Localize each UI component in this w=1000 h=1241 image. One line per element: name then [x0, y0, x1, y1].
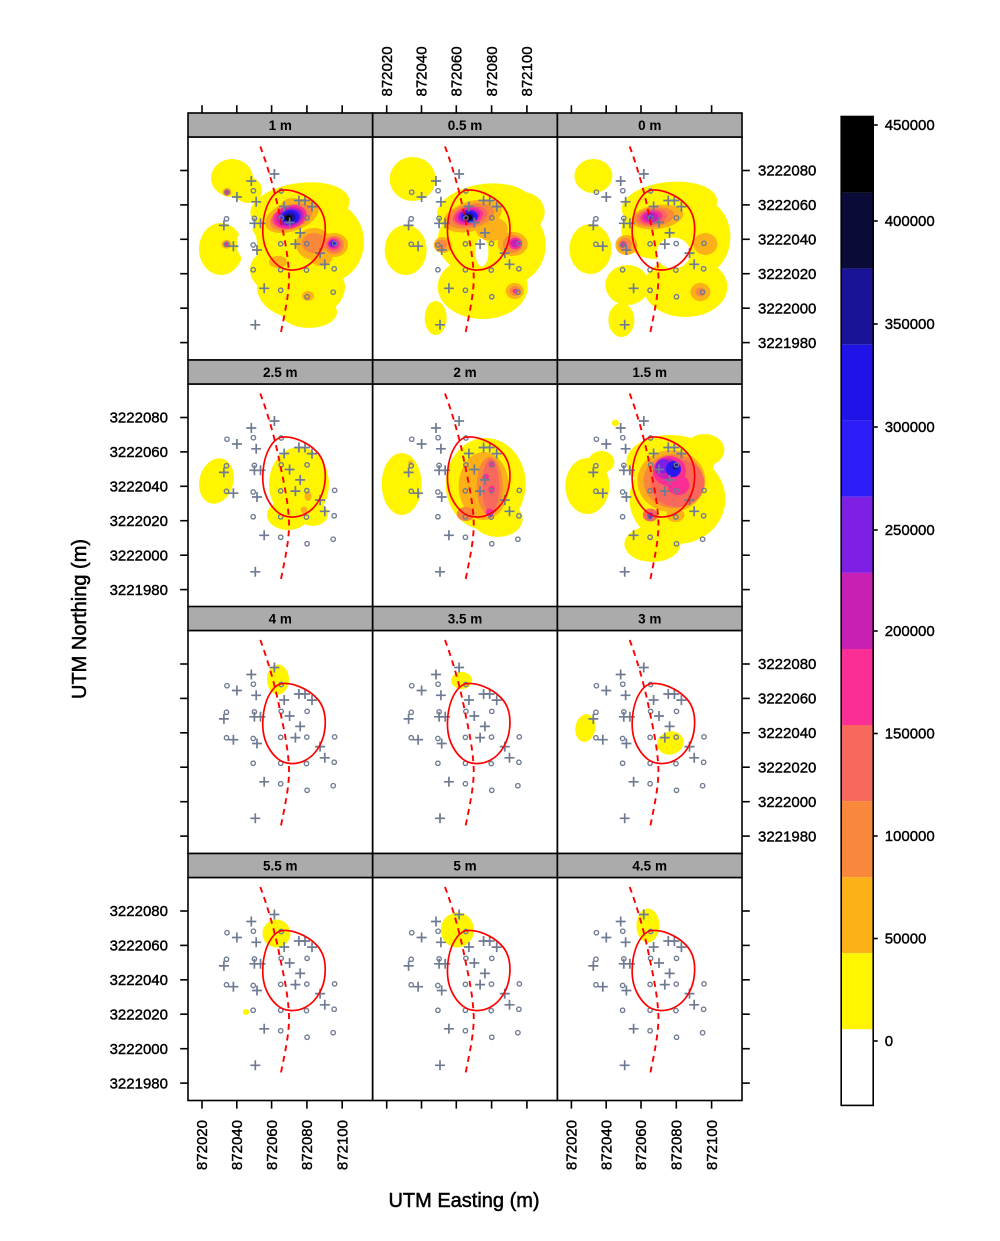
- svg-text:350000: 350000: [885, 316, 935, 333]
- svg-text:3222060: 3222060: [110, 938, 168, 955]
- svg-text:872100: 872100: [704, 1120, 721, 1170]
- svg-text:872020: 872020: [379, 46, 396, 96]
- svg-text:3222060: 3222060: [758, 197, 816, 214]
- svg-text:872080: 872080: [669, 1120, 686, 1170]
- svg-text:872040: 872040: [598, 1120, 615, 1170]
- svg-text:150000: 150000: [885, 726, 935, 743]
- svg-text:3222020: 3222020: [110, 513, 168, 530]
- svg-text:872060: 872060: [633, 1120, 650, 1170]
- svg-text:1 m: 1 m: [269, 118, 292, 133]
- svg-text:3222040: 3222040: [110, 479, 168, 496]
- svg-text:0 m: 0 m: [638, 118, 661, 133]
- svg-text:2 m: 2 m: [453, 365, 476, 380]
- svg-text:450000: 450000: [885, 117, 935, 134]
- svg-text:872100: 872100: [519, 46, 536, 96]
- svg-text:0.5 m: 0.5 m: [448, 118, 483, 133]
- svg-text:872040: 872040: [229, 1120, 246, 1170]
- svg-text:3222020: 3222020: [758, 266, 816, 283]
- svg-text:3221980: 3221980: [110, 582, 168, 599]
- svg-text:3222080: 3222080: [110, 903, 168, 920]
- svg-text:3222040: 3222040: [110, 972, 168, 989]
- svg-text:3222020: 3222020: [758, 759, 816, 776]
- svg-text:3222060: 3222060: [110, 444, 168, 461]
- svg-text:872040: 872040: [414, 46, 431, 96]
- svg-text:300000: 300000: [885, 419, 935, 436]
- svg-text:3222000: 3222000: [110, 547, 168, 564]
- svg-text:3222040: 3222040: [758, 725, 816, 742]
- svg-text:3221980: 3221980: [110, 1075, 168, 1092]
- svg-text:872020: 872020: [194, 1120, 211, 1170]
- svg-text:3221980: 3221980: [758, 828, 816, 845]
- svg-text:400000: 400000: [885, 213, 935, 230]
- svg-text:872080: 872080: [484, 46, 501, 96]
- svg-text:3.5 m: 3.5 m: [448, 612, 483, 627]
- svg-text:5 m: 5 m: [453, 859, 476, 874]
- svg-text:872060: 872060: [449, 46, 466, 96]
- svg-text:3222080: 3222080: [758, 163, 816, 180]
- svg-text:4.5 m: 4.5 m: [632, 859, 667, 874]
- svg-text:3221980: 3221980: [758, 335, 816, 352]
- svg-text:1.5 m: 1.5 m: [632, 365, 667, 380]
- svg-text:3222080: 3222080: [110, 410, 168, 427]
- svg-text:UTM Northing (m): UTM Northing (m): [69, 539, 91, 699]
- svg-text:3222020: 3222020: [110, 1006, 168, 1023]
- svg-text:3222000: 3222000: [758, 300, 816, 317]
- svg-text:872060: 872060: [264, 1120, 281, 1170]
- svg-text:0: 0: [885, 1033, 893, 1050]
- svg-text:872100: 872100: [334, 1120, 351, 1170]
- svg-text:3222080: 3222080: [758, 656, 816, 673]
- svg-text:3222040: 3222040: [758, 232, 816, 249]
- svg-text:200000: 200000: [885, 623, 935, 640]
- svg-text:3222000: 3222000: [110, 1041, 168, 1058]
- svg-text:872020: 872020: [564, 1120, 581, 1170]
- svg-text:4 m: 4 m: [269, 612, 292, 627]
- svg-text:872080: 872080: [299, 1120, 316, 1170]
- svg-text:3222000: 3222000: [758, 794, 816, 811]
- svg-text:UTM Easting (m): UTM Easting (m): [388, 1190, 539, 1212]
- svg-text:3222060: 3222060: [758, 691, 816, 708]
- svg-text:5.5 m: 5.5 m: [263, 859, 298, 874]
- svg-text:50000: 50000: [885, 931, 927, 948]
- svg-text:100000: 100000: [885, 828, 935, 845]
- svg-text:3 m: 3 m: [638, 612, 661, 627]
- svg-text:250000: 250000: [885, 522, 935, 539]
- svg-text:2.5 m: 2.5 m: [263, 365, 298, 380]
